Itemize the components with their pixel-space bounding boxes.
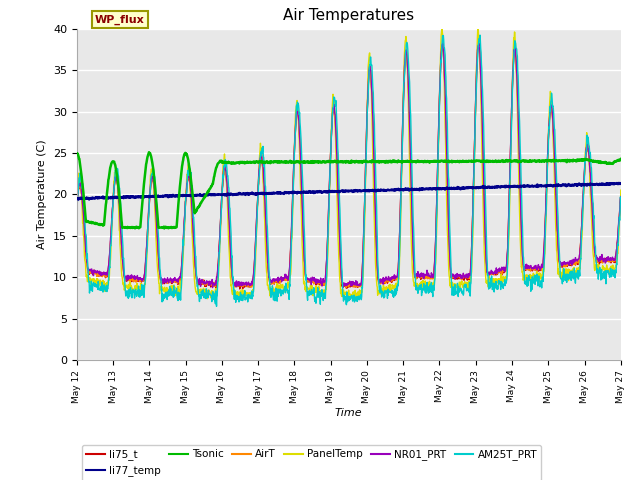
Legend: li75_t, li77_temp, Tsonic, AirT, PanelTemp, NR01_PRT, AM25T_PRT: li75_t, li77_temp, Tsonic, AirT, PanelTe… (82, 445, 541, 480)
Y-axis label: Air Temperature (C): Air Temperature (C) (37, 140, 47, 249)
Title: Air Temperatures: Air Temperatures (284, 9, 414, 24)
X-axis label: Time: Time (335, 408, 363, 418)
Text: WP_flux: WP_flux (95, 14, 145, 24)
